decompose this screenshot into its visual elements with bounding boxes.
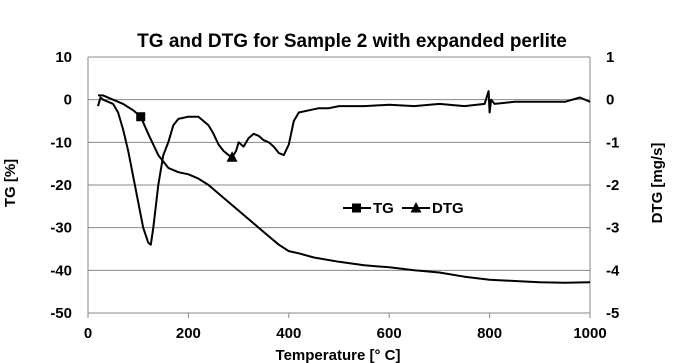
series-marker-tg <box>136 112 146 122</box>
legend-entry-dtg: DTG <box>402 200 464 217</box>
y2-tick-label: 1 <box>606 49 614 66</box>
y2-tick-label: -3 <box>606 220 619 237</box>
x-tick-label: 400 <box>276 325 301 342</box>
legend-tg-marker <box>352 203 361 213</box>
y2-axis-label: DTG [mg/s] <box>649 143 666 224</box>
series-line-tg <box>98 94 591 284</box>
x-tick-label: 0 <box>84 325 92 342</box>
series-line-dtg <box>97 90 591 246</box>
y-tick-label: -50 <box>50 305 72 322</box>
legend-dtg-label: DTG <box>432 200 464 217</box>
y-tick-label: 10 <box>55 49 72 66</box>
legend: TG DTG <box>343 200 464 217</box>
legend-entry-tg: TG <box>343 200 394 217</box>
y-tick-label: -10 <box>50 134 72 151</box>
chart-title: TG and DTG for Sample 2 with expanded pe… <box>137 31 567 52</box>
axes <box>87 57 591 318</box>
series-marker-dtg <box>226 151 238 162</box>
y-tick-label: -30 <box>50 220 72 237</box>
x-tick-label: 600 <box>377 325 402 342</box>
y2-tick-label: -2 <box>606 177 619 194</box>
y2-tick-label: -4 <box>606 262 620 279</box>
series-layer <box>97 90 591 284</box>
y2-tick-label: -5 <box>606 305 619 322</box>
legend-tg-label: TG <box>373 200 394 217</box>
x-tick-label: 1000 <box>573 325 606 342</box>
y-tick-label: -20 <box>50 177 72 194</box>
x-tick-label: 800 <box>477 325 502 342</box>
y-tick-label: 0 <box>64 92 72 109</box>
y-tick-label: -40 <box>50 262 72 279</box>
x-tick-label: 200 <box>176 325 201 342</box>
y-axis-label: TG [%] <box>2 159 19 207</box>
legend-dtg-marker <box>410 202 422 213</box>
x-axis-label: Temperature [° C] <box>276 347 401 363</box>
y2-tick-label: 0 <box>606 92 614 109</box>
y2-tick-label: -1 <box>606 134 619 151</box>
